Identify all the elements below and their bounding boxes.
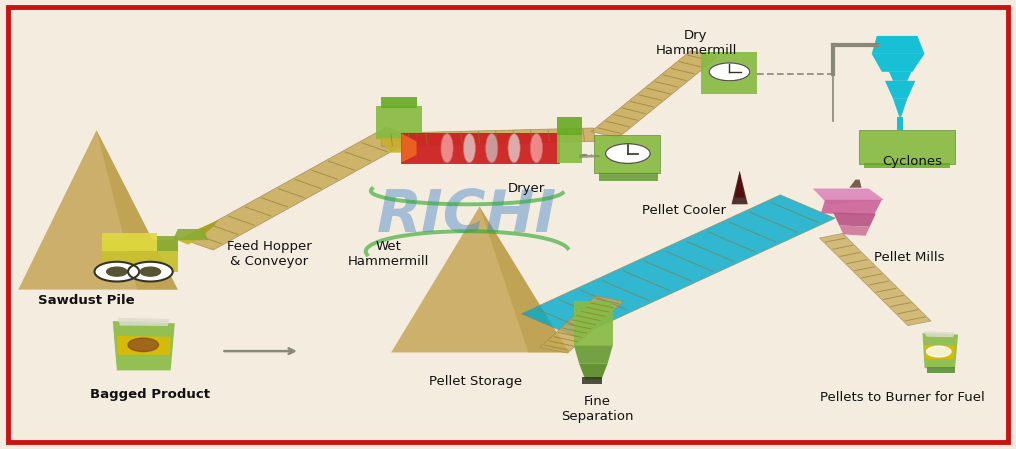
Bar xyxy=(381,97,417,108)
Bar xyxy=(864,163,950,168)
Circle shape xyxy=(107,267,127,276)
Bar xyxy=(401,133,559,163)
Polygon shape xyxy=(889,72,911,81)
Circle shape xyxy=(606,144,650,163)
Polygon shape xyxy=(539,296,624,353)
Bar xyxy=(557,117,582,135)
Polygon shape xyxy=(872,54,925,72)
Polygon shape xyxy=(735,172,745,198)
Ellipse shape xyxy=(508,134,520,163)
Bar xyxy=(102,240,178,272)
Bar xyxy=(927,367,955,373)
Polygon shape xyxy=(885,81,915,99)
Polygon shape xyxy=(849,180,862,188)
Polygon shape xyxy=(923,333,958,368)
Bar xyxy=(594,135,660,173)
Polygon shape xyxy=(198,220,218,235)
Polygon shape xyxy=(732,171,748,204)
Bar xyxy=(859,130,955,164)
Polygon shape xyxy=(813,189,884,204)
Polygon shape xyxy=(839,225,870,236)
Text: Sawdust Pile: Sawdust Pile xyxy=(38,294,135,307)
Ellipse shape xyxy=(530,134,543,163)
Bar xyxy=(376,106,422,139)
Polygon shape xyxy=(574,346,613,364)
Circle shape xyxy=(927,346,951,357)
Text: Feed Hopper
& Conveyor: Feed Hopper & Conveyor xyxy=(227,240,312,268)
Text: Pellet Storage: Pellet Storage xyxy=(429,375,522,388)
Polygon shape xyxy=(117,336,171,355)
Bar xyxy=(701,52,757,94)
Circle shape xyxy=(140,267,161,276)
Ellipse shape xyxy=(486,134,498,163)
Polygon shape xyxy=(591,51,717,138)
Bar xyxy=(582,377,602,384)
Ellipse shape xyxy=(441,134,453,163)
Text: Pellets to Burner for Fuel: Pellets to Burner for Fuel xyxy=(820,391,985,404)
Bar xyxy=(574,301,613,346)
Polygon shape xyxy=(391,207,569,352)
Polygon shape xyxy=(401,133,417,163)
Text: Pellet Cooler: Pellet Cooler xyxy=(642,204,725,217)
Bar xyxy=(102,233,157,251)
Polygon shape xyxy=(178,229,208,245)
Bar xyxy=(157,236,178,251)
Polygon shape xyxy=(897,117,903,130)
Polygon shape xyxy=(925,345,955,359)
Ellipse shape xyxy=(463,134,475,163)
Polygon shape xyxy=(378,138,420,153)
Text: Dry
Hammermill: Dry Hammermill xyxy=(655,29,737,57)
Circle shape xyxy=(128,262,173,282)
Polygon shape xyxy=(579,364,608,379)
Polygon shape xyxy=(380,128,595,147)
Polygon shape xyxy=(521,195,835,337)
Polygon shape xyxy=(821,200,882,216)
Polygon shape xyxy=(924,331,955,337)
Polygon shape xyxy=(833,212,876,227)
Text: Cyclones: Cyclones xyxy=(882,155,943,168)
Circle shape xyxy=(94,262,139,282)
Bar xyxy=(599,172,658,181)
Text: Fine
Separation: Fine Separation xyxy=(561,395,634,423)
Polygon shape xyxy=(872,36,925,54)
Circle shape xyxy=(128,338,158,352)
Polygon shape xyxy=(173,229,208,240)
Text: RICHI: RICHI xyxy=(377,187,558,244)
Text: Wet
Hammermill: Wet Hammermill xyxy=(347,240,429,268)
Polygon shape xyxy=(893,99,907,117)
Bar xyxy=(557,133,582,163)
Polygon shape xyxy=(820,233,931,326)
Text: Dryer: Dryer xyxy=(508,182,545,195)
Polygon shape xyxy=(480,207,569,352)
Circle shape xyxy=(709,63,750,81)
Polygon shape xyxy=(18,130,178,290)
Text: Pellet Mills: Pellet Mills xyxy=(874,251,945,264)
Polygon shape xyxy=(118,318,170,326)
Polygon shape xyxy=(579,155,599,158)
Text: Bagged Product: Bagged Product xyxy=(90,388,210,401)
Polygon shape xyxy=(97,130,178,290)
Polygon shape xyxy=(183,127,417,250)
Polygon shape xyxy=(113,321,175,370)
